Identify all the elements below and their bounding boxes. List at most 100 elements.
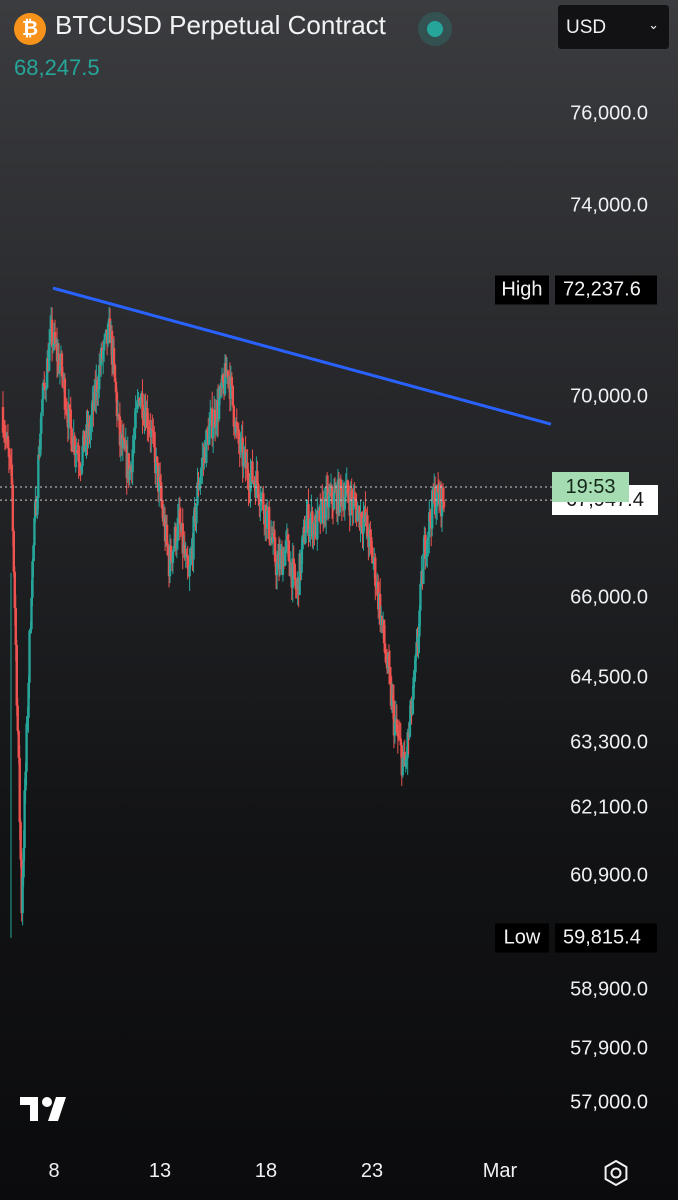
- candle-body: [422, 554, 425, 584]
- candle: [244, 435, 247, 482]
- candle-body: [18, 757, 21, 823]
- candle-body: [127, 453, 130, 480]
- candle-body: [372, 563, 375, 565]
- candle-body: [251, 461, 254, 483]
- candle-body: [61, 376, 65, 381]
- candle-body: [78, 461, 81, 468]
- candle: [78, 445, 81, 476]
- price-axis[interactable]: 76,000.0 74,000.0 70,000.0 66,000.0 64,500.0…: [495, 90, 678, 1150]
- candle-body: [398, 737, 402, 739]
- trendline[interactable]: [52, 286, 552, 426]
- candle-body: [287, 540, 291, 562]
- candle-body: [53, 332, 57, 345]
- time-axis[interactable]: 8 13 18 23 Mar: [0, 1150, 678, 1200]
- candle-body: [45, 388, 48, 391]
- candle-body: [132, 439, 135, 450]
- candle: [301, 534, 304, 564]
- candle: [174, 523, 178, 556]
- high-price-label: 72,237.6: [555, 275, 657, 305]
- candle-body: [257, 484, 260, 499]
- candle-body: [112, 347, 116, 365]
- candle: [150, 420, 153, 453]
- bar-countdown-label: 19:53: [552, 472, 629, 502]
- candle-body: [83, 430, 86, 452]
- candle-body: [327, 493, 331, 508]
- candle-body: [234, 421, 237, 433]
- candle-body: [235, 421, 238, 428]
- tradingview-logo: [20, 1097, 66, 1121]
- candle-body: [77, 453, 80, 462]
- price-tick-label: 58,900.0: [570, 978, 648, 1001]
- candle-body: [153, 431, 156, 448]
- candle: [395, 704, 399, 736]
- candle: [262, 486, 265, 514]
- candle: [141, 379, 144, 434]
- candle-body: [185, 553, 188, 555]
- candle-body: [419, 583, 422, 611]
- candle-body: [221, 375, 225, 383]
- candle-body: [9, 460, 13, 465]
- candle-body: [271, 533, 275, 543]
- candle-body: [63, 378, 67, 410]
- candle: [115, 388, 119, 428]
- candle: [136, 389, 139, 414]
- candle: [157, 465, 161, 507]
- candle-body: [295, 589, 298, 591]
- candle: [349, 481, 352, 527]
- candle-body: [247, 479, 250, 490]
- candle: [1, 391, 5, 438]
- chevron-down-icon: ⌄: [648, 17, 659, 32]
- gear-icon[interactable]: [603, 1160, 629, 1186]
- candle-body: [21, 877, 24, 914]
- candle-body: [415, 642, 418, 656]
- candle: [428, 499, 431, 554]
- candle-body: [349, 490, 352, 516]
- candle-body: [113, 364, 117, 382]
- candle-body: [412, 677, 415, 700]
- candle-body: [196, 482, 199, 505]
- candle: [234, 417, 237, 438]
- candle-body: [146, 408, 149, 428]
- candle: [384, 649, 388, 666]
- candle-body: [192, 515, 195, 560]
- candle: [169, 538, 173, 563]
- candle-body: [122, 438, 126, 440]
- candle-body: [19, 822, 22, 860]
- candle-body: [283, 550, 287, 566]
- candle-body: [43, 382, 46, 387]
- candle: [273, 529, 277, 567]
- candle-body: [199, 476, 202, 484]
- candle: [37, 446, 40, 511]
- candle-body: [244, 449, 247, 469]
- candle-body: [275, 562, 279, 576]
- candle-body: [387, 655, 391, 667]
- candle-body: [131, 449, 134, 473]
- candle-body: [68, 404, 71, 410]
- candle-body: [8, 456, 12, 461]
- candle: [320, 498, 323, 525]
- currency-select[interactable]: USD ⌄: [557, 4, 670, 50]
- candle-body: [344, 485, 347, 498]
- candle: [251, 449, 254, 484]
- candlestick-chart[interactable]: [0, 90, 555, 1150]
- candle: [419, 580, 422, 626]
- candle-body: [408, 721, 411, 738]
- candle-body: [90, 414, 93, 428]
- candle-body: [241, 437, 244, 467]
- candle-body: [211, 427, 215, 439]
- price-tick-label: 57,900.0: [570, 1037, 648, 1060]
- candle-body: [121, 438, 125, 449]
- candle-body: [343, 497, 347, 510]
- candle-body: [102, 339, 106, 351]
- symbol-title[interactable]: BTCUSD Perpetual Contract: [55, 10, 386, 40]
- last-price: 68,247.5: [14, 55, 100, 80]
- candle-body: [424, 535, 427, 559]
- candle: [307, 488, 310, 547]
- candle-body: [308, 529, 311, 536]
- candle-body: [256, 470, 259, 485]
- candle: [121, 424, 125, 462]
- candle-body: [371, 546, 374, 564]
- candle-body: [350, 490, 353, 501]
- candle: [213, 398, 217, 442]
- time-tick-label: 23: [360, 1160, 384, 1182]
